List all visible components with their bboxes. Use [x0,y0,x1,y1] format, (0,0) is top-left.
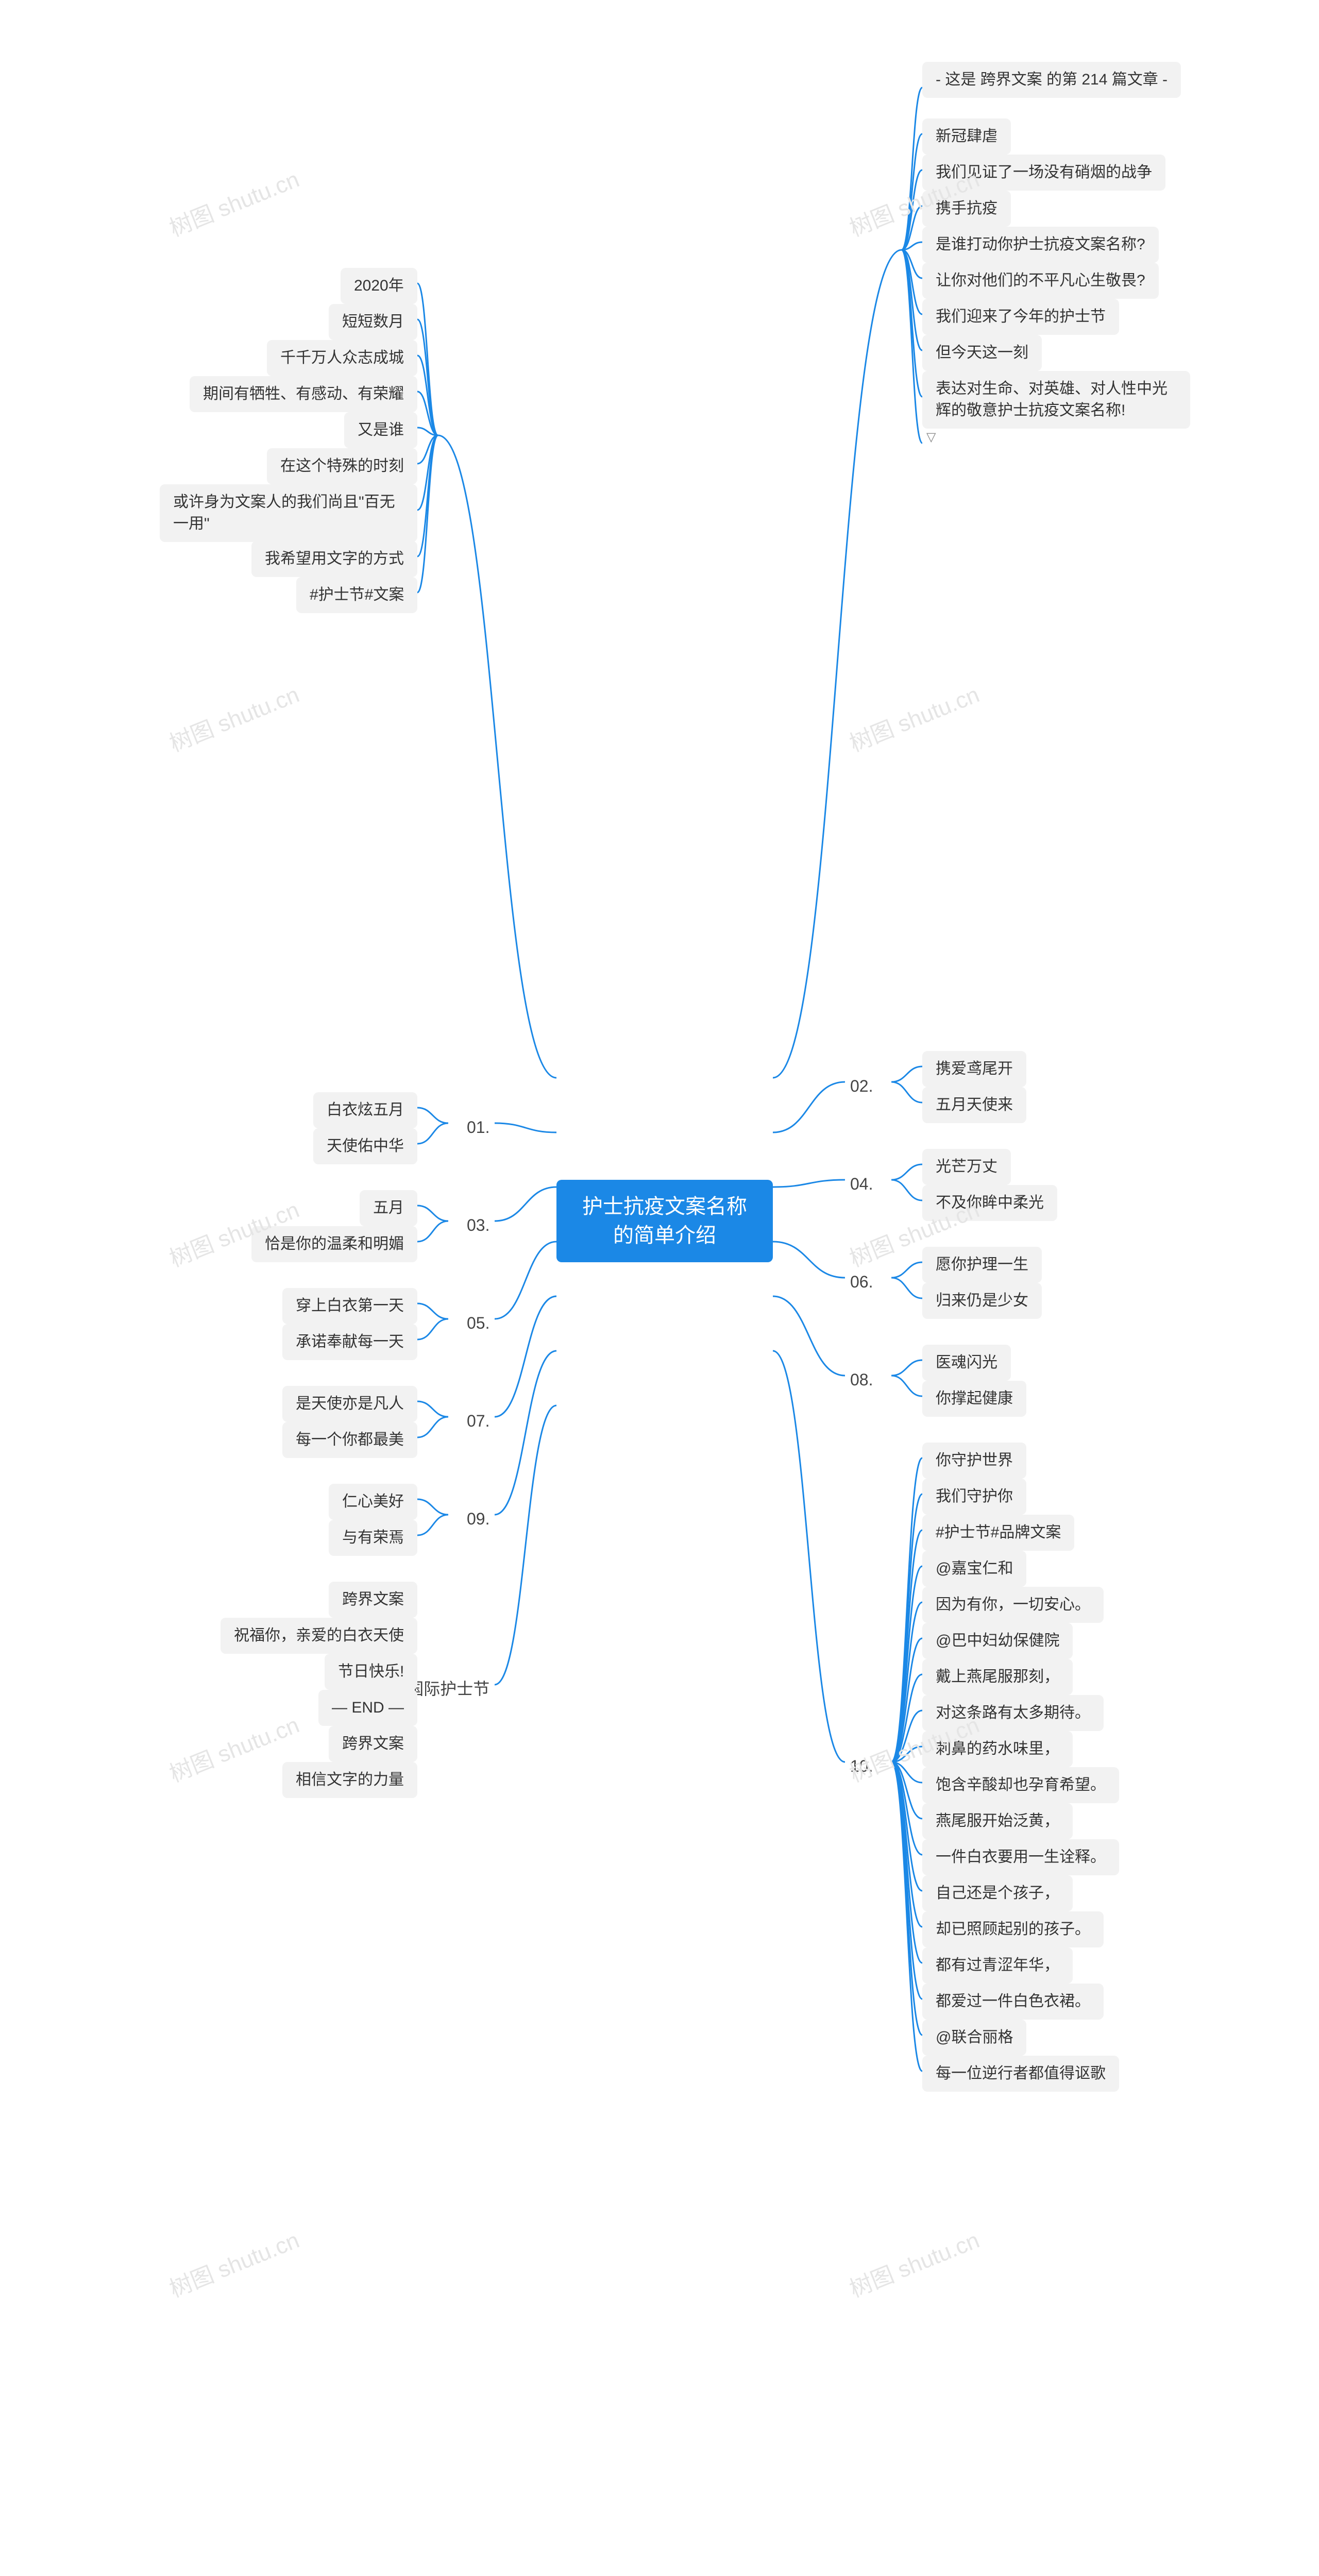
leaf-node[interactable]: 白衣炫五月 [313,1092,417,1128]
leaf-node[interactable]: @嘉宝仁和 [922,1551,1026,1587]
leaf-node[interactable]: 承诺奉献每一天 [282,1324,417,1360]
leaf-node[interactable]: 刺鼻的药水味里， [922,1731,1073,1767]
leaf-node[interactable]: 却已照顾起别的孩子。 [922,1911,1104,1947]
leaf-node[interactable]: #护士节#文案 [296,577,417,613]
leaf-node[interactable]: 对这条路有太多期待。 [922,1695,1104,1731]
leaf-node[interactable]: 又是谁 [344,412,417,448]
branch-label[interactable]: 02. [845,1071,878,1102]
leaf-node[interactable]: 你守护世界 [922,1443,1026,1479]
leaf-node[interactable]: 短短数月 [329,304,417,340]
leaf-node[interactable]: 五月天使来 [922,1087,1026,1123]
leaf-node[interactable]: 我们守护你 [922,1479,1026,1515]
leaf-node[interactable]: 恰是你的温柔和明媚 [251,1226,417,1262]
leaf-node[interactable]: 在这个特殊的时刻 [267,448,417,484]
leaf-node[interactable]: 都爱过一件白色衣裙。 [922,1984,1104,2020]
leaf-node[interactable]: 跨界文案 [329,1726,417,1762]
leaf-node[interactable]: 千千万人众志成城 [267,340,417,376]
leaf-node[interactable]: 愿你护理一生 [922,1247,1042,1283]
branch-label[interactable]: 06. [845,1266,878,1298]
leaf-node[interactable]: 或许身为文案人的我们尚且"百无一用" [160,484,417,542]
leaf-node[interactable]: 相信文字的力量 [282,1762,417,1798]
leaf-node[interactable]: 五月 [360,1190,417,1226]
branch-label[interactable]: 07. [462,1405,495,1437]
leaf-node[interactable]: 节日快乐! [325,1654,417,1690]
leaf-node[interactable]: 表达对生命、对英雄、对人性中光辉的敬意护士抗疫文案名称! [922,371,1190,429]
leaf-node[interactable]: 饱含辛酸却也孕育希望。 [922,1767,1119,1803]
branch-label[interactable]: 09. [462,1503,495,1535]
leaf-node[interactable]: 戴上燕尾服那刻， [922,1659,1073,1695]
watermark: 树图 shutu.cn [164,161,303,243]
leaf-node[interactable]: - 这是 跨界文案 的第 214 篇文章 - [922,62,1181,98]
leaf-node[interactable]: 不及你眸中柔光 [922,1185,1057,1221]
leaf-node[interactable]: 因为有你，一切安心。 [922,1587,1104,1623]
leaf-node[interactable]: 与有荣焉 [329,1520,417,1556]
leaf-node[interactable]: 都有过青涩年华， [922,1947,1073,1984]
leaf-node[interactable]: 携爱鸢尾开 [922,1051,1026,1087]
branch-label[interactable]: 03. [462,1210,495,1241]
leaf-node[interactable]: #护士节#品牌文案 [922,1515,1074,1551]
leaf-node[interactable]: @联合丽格 [922,2020,1026,2056]
leaf-node[interactable]: 我们迎来了今年的护士节 [922,299,1119,335]
branch-label[interactable]: 01. [462,1112,495,1143]
leaf-node[interactable]: 但今天这一刻 [922,335,1042,371]
leaf-node[interactable]: 携手抗疫 [922,191,1011,227]
leaf-node[interactable]: 让你对他们的不平凡心生敬畏? [922,263,1159,299]
leaf-node[interactable]: — END — [318,1690,417,1726]
watermark: 树图 shutu.cn [164,676,303,758]
branch-label[interactable]: 10. [845,1751,878,1782]
leaf-node[interactable]: 光芒万丈 [922,1149,1011,1185]
leaf-node[interactable]: 我希望用文字的方式 [251,541,417,577]
leaf-node[interactable]: 2020年 [341,268,417,304]
leaf-node[interactable]: 医魂闪光 [922,1345,1011,1381]
leaf-node[interactable]: 穿上白衣第一天 [282,1288,417,1324]
leaf-node[interactable]: 是谁打动你护士抗疫文案名称? [922,227,1159,263]
root-node[interactable]: 护士抗疫文案名称的简单介绍 [556,1180,773,1262]
leaf-node[interactable]: ▽ [922,428,940,447]
leaf-node[interactable]: @巴中妇幼保健院 [922,1623,1073,1659]
leaf-node[interactable]: 天使佑中华 [313,1128,417,1164]
leaf-node[interactable]: 归来仍是少女 [922,1283,1042,1319]
leaf-node[interactable]: 期间有牺牲、有感动、有荣耀 [190,376,417,412]
branch-label[interactable]: 04. [845,1168,878,1200]
leaf-node[interactable]: 燕尾服开始泛黄， [922,1803,1073,1839]
leaf-node[interactable]: 自己还是个孩子， [922,1875,1073,1911]
leaf-node[interactable]: 你撑起健康 [922,1381,1026,1417]
leaf-node[interactable]: 是天使亦是凡人 [282,1386,417,1422]
watermark: 树图 shutu.cn [844,2222,984,2303]
leaf-node[interactable]: 新冠肆虐 [922,118,1011,155]
leaf-node[interactable]: 每一个你都最美 [282,1422,417,1458]
leaf-node[interactable]: 祝福你，亲爱的白衣天使 [221,1618,417,1654]
leaf-node[interactable]: 一件白衣要用一生诠释。 [922,1839,1119,1875]
leaf-node[interactable]: 每一位逆行者都值得讴歌 [922,2056,1119,2092]
leaf-node[interactable]: 我们见证了一场没有硝烟的战争 [922,155,1165,191]
leaf-node[interactable]: 仁心美好 [329,1484,417,1520]
branch-label[interactable]: 05. [462,1308,495,1339]
leaf-node[interactable]: 跨界文案 [329,1582,417,1618]
watermark: 树图 shutu.cn [164,2222,303,2303]
watermark: 树图 shutu.cn [844,676,984,758]
branch-label[interactable]: 08. [845,1364,878,1396]
